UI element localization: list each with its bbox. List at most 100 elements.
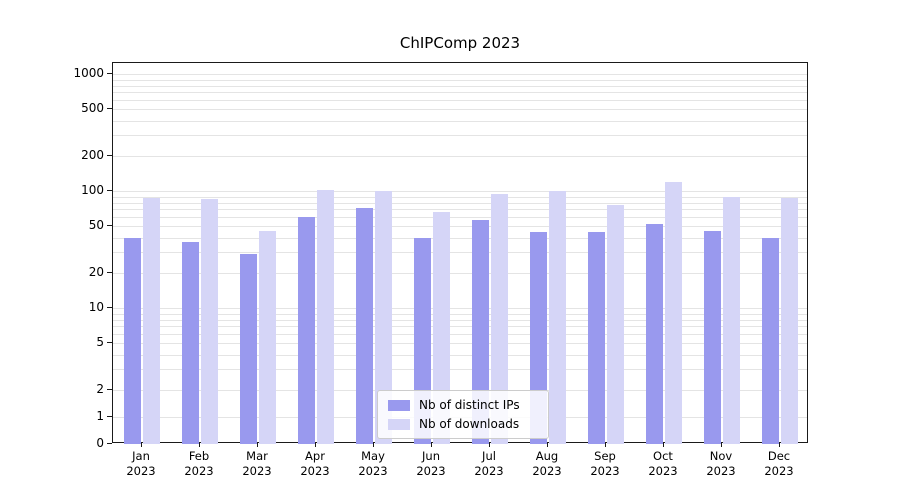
bar-downloads-may	[375, 190, 392, 444]
x-tick-year: 2023	[590, 464, 620, 478]
x-tick-year: 2023	[532, 464, 562, 478]
y-tick-mark	[107, 224, 112, 226]
bar-downloads-oct	[665, 182, 682, 444]
gridline	[113, 313, 807, 315]
y-tick-label: 50	[88, 218, 104, 233]
x-tick-mark	[605, 443, 606, 447]
gridline	[113, 237, 807, 239]
x-tick-mark	[663, 443, 664, 447]
gridline	[113, 202, 807, 204]
x-tick-label: Aug 2023	[518, 449, 576, 479]
y-tick-mark	[107, 415, 112, 417]
y-tick-mark	[107, 271, 112, 273]
legend: Nb of distinct IPs Nb of downloads	[377, 390, 549, 439]
x-tick-mark	[141, 443, 142, 447]
bar-downloads-jun	[433, 212, 450, 444]
gridline	[113, 226, 807, 228]
gridline	[113, 92, 807, 94]
chart-title: ChIPComp 2023	[399, 34, 521, 52]
x-tick-month: Jan	[132, 449, 150, 463]
plot-area	[112, 62, 808, 444]
legend-swatch-downloads	[388, 418, 410, 430]
y-tick-mark	[107, 341, 112, 343]
gridline	[113, 326, 807, 328]
x-tick-month: Nov	[709, 449, 733, 463]
x-tick-label: Jun 2023	[402, 449, 460, 479]
x-tick-month: Jun	[422, 449, 440, 463]
bar-downloads-dec	[781, 198, 798, 444]
x-tick-year: 2023	[358, 464, 388, 478]
gridline	[113, 209, 807, 211]
x-tick-mark	[547, 443, 548, 447]
y-tick-mark	[107, 107, 112, 109]
x-tick-mark	[315, 443, 316, 447]
y-tick-mark	[107, 388, 112, 390]
y-tick-label: 10	[88, 300, 104, 315]
y-tick-label: 500	[81, 101, 104, 116]
gridline	[113, 156, 807, 157]
legend-swatch-distinct-ips	[388, 399, 410, 411]
gridline	[113, 74, 807, 76]
x-tick-month: Oct	[653, 449, 673, 463]
x-tick-mark	[373, 443, 374, 447]
bar-distinct-ips-may	[356, 207, 373, 444]
x-tick-month: Apr	[305, 449, 325, 463]
y-tick-mark	[107, 72, 112, 74]
x-tick-year: 2023	[706, 464, 736, 478]
bar-distinct-ips-oct	[646, 223, 663, 444]
x-tick-year: 2023	[764, 464, 794, 478]
x-tick-year: 2023	[474, 464, 504, 478]
x-tick-year: 2023	[242, 464, 272, 478]
x-tick-mark	[431, 443, 432, 447]
x-tick-month: Sep	[594, 449, 616, 463]
gridline	[113, 252, 807, 254]
y-tick-label: 100	[81, 183, 104, 198]
legend-item-distinct-ips: Nb of distinct IPs	[388, 398, 538, 412]
x-tick-label: Nov 2023	[692, 449, 750, 479]
x-tick-month: Aug	[535, 449, 559, 463]
legend-item-downloads: Nb of downloads	[388, 417, 538, 431]
bar-downloads-apr	[317, 190, 334, 444]
gridline	[113, 273, 807, 274]
x-tick-label: Mar 2023	[228, 449, 286, 479]
bar-distinct-ips-sep	[588, 231, 605, 444]
bar-distinct-ips-apr	[298, 217, 315, 444]
x-tick-year: 2023	[126, 464, 156, 478]
x-tick-label: Apr 2023	[286, 449, 344, 479]
y-tick-mark	[107, 189, 112, 191]
bar-distinct-ips-jan	[124, 237, 141, 444]
x-tick-mark	[779, 443, 780, 447]
x-tick-label: Dec 2023	[750, 449, 808, 479]
x-tick-year: 2023	[300, 464, 330, 478]
x-tick-label: May 2023	[344, 449, 402, 479]
gridline	[113, 334, 807, 336]
x-tick-month: Dec	[767, 449, 791, 463]
y-tick-mark	[107, 306, 112, 308]
y-tick-label: 200	[81, 148, 104, 162]
x-tick-label: Oct 2023	[634, 449, 692, 479]
bar-downloads-sep	[607, 205, 624, 444]
bar-downloads-aug	[549, 191, 566, 444]
x-tick-label: Feb 2023	[170, 449, 228, 479]
x-tick-label: Jan 2023	[112, 449, 170, 479]
gridline	[113, 196, 807, 198]
x-tick-month: Mar	[246, 449, 268, 463]
y-tick-label: 0	[96, 436, 104, 450]
x-tick-mark	[199, 443, 200, 447]
x-tick-month: Jul	[482, 449, 496, 463]
gridline	[113, 308, 807, 310]
gridline	[113, 120, 807, 122]
x-tick-label: Jul 2023	[460, 449, 518, 479]
x-tick-month: May	[361, 449, 385, 463]
bar-downloads-mar	[259, 230, 276, 444]
gridline	[113, 79, 807, 81]
y-tick-label: 5	[96, 335, 104, 350]
x-tick-mark	[489, 443, 490, 447]
bar-distinct-ips-dec	[762, 237, 779, 444]
bar-distinct-ips-jul	[472, 219, 489, 444]
gridline	[113, 217, 807, 219]
gridline	[113, 319, 807, 321]
gridline	[113, 85, 807, 87]
bar-downloads-feb	[201, 198, 218, 444]
